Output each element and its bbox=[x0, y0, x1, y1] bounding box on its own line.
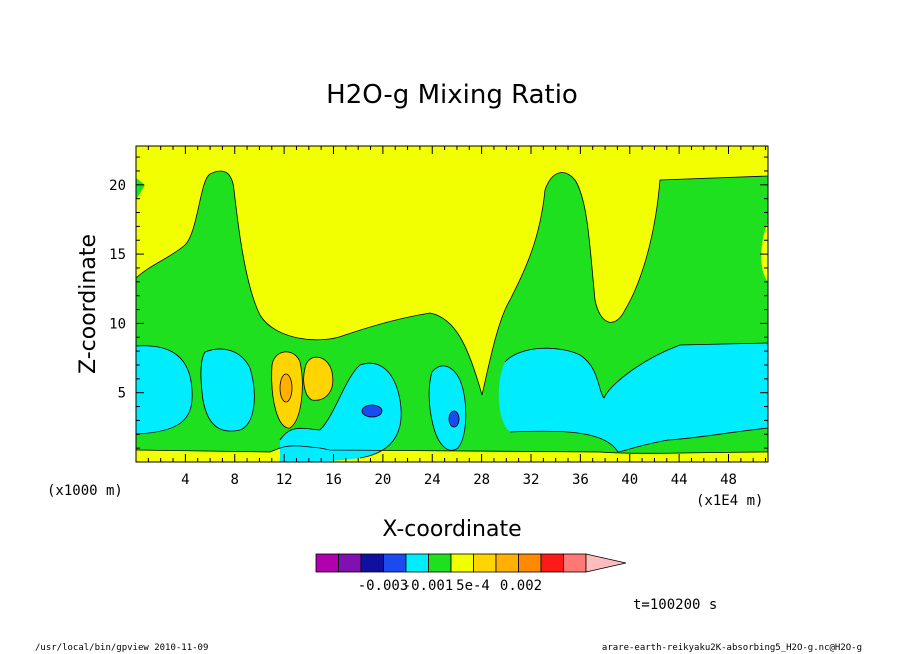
time-label: t=100200 s bbox=[633, 597, 717, 613]
colorbar-swatch-navy bbox=[360, 553, 384, 573]
region-cyan-4 bbox=[429, 365, 466, 451]
colorbar-swatch-blue bbox=[383, 553, 407, 573]
colorbar-swatch-red bbox=[540, 553, 564, 573]
region-blue-1 bbox=[361, 404, 383, 418]
x-unit-right: (x1E4 m) bbox=[696, 493, 763, 509]
colorbar-swatch-magenta bbox=[315, 553, 339, 573]
plot-frame bbox=[135, 145, 769, 463]
x-tick-label: 36 bbox=[572, 472, 589, 488]
x-tick-label: 8 bbox=[231, 472, 239, 488]
x-tick-label: 16 bbox=[325, 472, 342, 488]
colorbar-swatch-gold bbox=[473, 553, 497, 573]
x-tick-label: 12 bbox=[276, 472, 293, 488]
contour-lines bbox=[136, 170, 768, 459]
region-yellow-edge bbox=[761, 222, 768, 282]
footer-left: /usr/local/bin/gpview 2010-11-09 bbox=[35, 643, 208, 653]
region-cyan-3 bbox=[280, 363, 402, 462]
y-tick-label: 15 bbox=[109, 247, 126, 263]
contour-field bbox=[136, 146, 768, 462]
y-tick-label: 5 bbox=[118, 386, 126, 402]
colorbar-swatch-orange bbox=[495, 553, 519, 573]
y-tick-label: 10 bbox=[109, 316, 126, 332]
x-tick-label: 32 bbox=[523, 472, 540, 488]
region-cyan-5 bbox=[498, 343, 768, 452]
region-cyan-2 bbox=[200, 349, 255, 432]
colorbar-swatch-yellow bbox=[450, 553, 474, 573]
x-tick-label: 28 bbox=[473, 472, 490, 488]
y-tick-label: 20 bbox=[109, 178, 126, 194]
x-tick-label: 40 bbox=[621, 472, 638, 488]
region-cyan-1 bbox=[136, 345, 193, 434]
x-tick-label: 4 bbox=[181, 472, 189, 488]
y-axis-label: Z-coordinate bbox=[76, 234, 101, 374]
colorbar-label: 0.002 bbox=[500, 578, 542, 594]
colorbar-swatch-dark_orange bbox=[518, 553, 542, 573]
colorbar-swatch-cyan bbox=[405, 553, 429, 573]
chart-title: H2O-g Mixing Ratio bbox=[326, 80, 578, 110]
x-tick-label: 20 bbox=[374, 472, 391, 488]
region-orange-1 bbox=[279, 373, 293, 403]
colorbar-label: -0.001 bbox=[403, 578, 454, 594]
region-gold-2 bbox=[303, 357, 333, 401]
axis-ticks bbox=[136, 146, 768, 462]
colorbar-arrow-pink bbox=[585, 553, 627, 573]
x-axis-label: X-coordinate bbox=[382, 517, 521, 542]
colorbar-swatch-purple bbox=[338, 553, 362, 573]
footer-right: arare-earth-reikyaku2K-absorbing5_H2O-g.… bbox=[602, 643, 862, 653]
colorbar-swatch-salmon bbox=[563, 553, 587, 573]
x-unit-left: (x1000 m) bbox=[47, 483, 123, 499]
x-tick-label: 48 bbox=[720, 472, 737, 488]
x-tick-label: 24 bbox=[424, 472, 441, 488]
colorbar-label: 5e-4 bbox=[456, 578, 490, 594]
colorbar-label: -0.003 bbox=[358, 578, 409, 594]
colorbar-swatch-green bbox=[428, 553, 452, 573]
region-blue-2 bbox=[448, 410, 460, 428]
x-tick-label: 44 bbox=[671, 472, 688, 488]
region-green-corner bbox=[136, 178, 145, 200]
colorbar bbox=[315, 553, 627, 573]
colorbar-labels: -0.003-0.001 5e-4 0.002 bbox=[358, 578, 542, 594]
